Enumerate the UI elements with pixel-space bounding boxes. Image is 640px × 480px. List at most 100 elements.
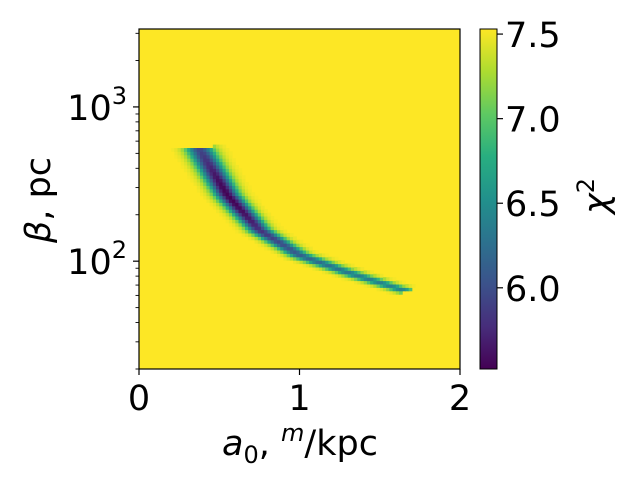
heatmap-cell: [244, 212, 249, 217]
heatmap-cell: [222, 154, 227, 159]
heatmap-cell: [347, 267, 352, 271]
heatmap-cell: [251, 212, 256, 217]
heatmap-cell: [228, 195, 233, 200]
heatmap-cell: [238, 226, 243, 231]
heatmap-cell: [232, 199, 236, 203]
heatmap-cell: [325, 270, 329, 275]
heatmap-cell: [193, 151, 198, 156]
heatmap-cell: [312, 253, 317, 258]
heatmap-cell: [212, 148, 217, 152]
heatmap-cell: [225, 195, 230, 200]
heatmap-cell: [219, 195, 223, 200]
heatmap-cell: [228, 154, 233, 159]
heatmap-cell: [180, 148, 185, 152]
heatmap-cell: [232, 222, 236, 227]
heatmap-cell: [299, 260, 304, 265]
heatmap-cell: [373, 273, 378, 278]
heatmap-cell: [235, 212, 240, 217]
heatmap-cell: [238, 185, 243, 190]
heatmap-cell: [196, 182, 201, 186]
heatmap-cell: [309, 260, 313, 265]
heatmap-cell: [203, 151, 207, 156]
heatmap-cell: [238, 216, 243, 220]
heatmap-cell: [296, 239, 300, 244]
heatmap-cell: [222, 144, 227, 149]
heatmap-cell: [283, 236, 288, 241]
heatmap-cell: [360, 267, 365, 271]
heatmap-cell: [209, 161, 214, 166]
heatmap-cell: [248, 233, 252, 237]
heatmap-cell: [199, 175, 204, 180]
heatmap-cell: [386, 284, 390, 288]
heatmap-cell: [244, 205, 249, 210]
heatmap-cell: [180, 151, 185, 156]
heatmap-cell: [212, 202, 217, 207]
heatmap-cell: [219, 171, 223, 176]
heatmap-cell: [206, 171, 211, 176]
heatmap-cell: [228, 219, 233, 224]
heatmap-cell: [216, 199, 220, 203]
heatmap-cell: [228, 158, 233, 163]
heatmap-cell: [392, 290, 397, 295]
heatmap-cell: [219, 212, 223, 217]
heatmap-cell: [232, 205, 236, 210]
heatmap-cell: [257, 199, 262, 203]
heatmap-cell: [402, 280, 406, 285]
heatmap-cell: [193, 171, 198, 176]
heatmap-cell: [315, 253, 320, 258]
heatmap-cell: [212, 205, 217, 210]
heatmap-cell: [222, 209, 227, 214]
heatmap-cell: [241, 175, 246, 180]
heatmap-cell: [232, 212, 236, 217]
heatmap-cell: [321, 267, 326, 271]
heatmap-cell: [216, 192, 220, 197]
heatmap-cell: [386, 277, 390, 282]
heatmap-cell: [366, 284, 371, 288]
heatmap-cell: [209, 168, 214, 173]
heatmap-cell: [325, 267, 329, 271]
heatmap-cell: [273, 243, 278, 248]
heatmap-cell: [264, 212, 268, 217]
heatmap-cell: [248, 188, 252, 193]
heatmap-cell: [225, 175, 230, 180]
heatmap-cell: [225, 161, 230, 166]
heatmap-cell: [203, 188, 207, 193]
heatmap-cell: [296, 260, 300, 265]
heatmap-cell: [238, 175, 243, 180]
heatmap-cell: [212, 165, 217, 169]
heatmap-cell: [199, 165, 204, 169]
heatmap-cell: [379, 273, 384, 278]
heatmap-cell: [328, 270, 333, 275]
heatmap-cell: [225, 205, 230, 210]
heatmap-cell: [235, 199, 240, 203]
heatmap-cell: [264, 243, 268, 248]
heatmap-cell: [238, 171, 243, 176]
heatmap-cell: [238, 209, 243, 214]
heatmap-cell: [212, 151, 217, 156]
heatmap-cell: [196, 175, 201, 180]
x-tick-label: 2: [449, 379, 471, 419]
heatmap-cell: [238, 222, 243, 227]
colorbar-frame: [479, 28, 498, 370]
heatmap-cell: [232, 171, 236, 176]
heatmap-cell: [270, 216, 275, 220]
heatmap-cell: [260, 209, 265, 214]
heatmap-cell: [238, 205, 243, 210]
heatmap-cell: [344, 263, 349, 268]
heatmap-cell: [338, 270, 342, 275]
heatmap-cell: [395, 290, 400, 295]
heatmap-cell: [264, 246, 268, 251]
heatmap-cell: [244, 226, 249, 231]
heatmap-cell: [244, 202, 249, 207]
heatmap-cell: [238, 195, 243, 200]
heatmap-cell: [386, 290, 390, 295]
heatmap-cell: [402, 284, 406, 288]
heatmap-cell: [209, 182, 214, 186]
heatmap-cell: [341, 260, 345, 265]
heatmap-cell: [331, 267, 336, 271]
heatmap-cell: [232, 188, 236, 193]
heatmap-cell: [392, 287, 397, 292]
heatmap-cell: [334, 260, 339, 265]
heatmap-cell: [235, 222, 240, 227]
heatmap-cell: [251, 195, 256, 200]
